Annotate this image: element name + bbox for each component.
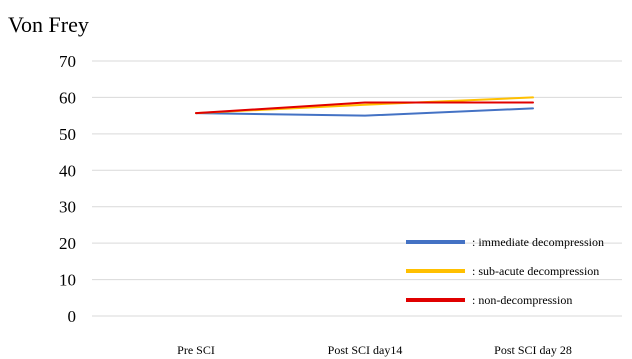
legend: : immediate decompression : sub-acute dec… [406,235,604,307]
y-tick-label: 0 [68,307,77,326]
y-tick-label: 10 [59,271,76,290]
gridlines [92,60,622,317]
x-tick-label: Post SCI day 28 [494,343,572,357]
legend-label: : immediate decompression [472,235,604,249]
series-lines [195,96,534,117]
x-tick-label: Pre SCI [177,343,215,357]
legend-label: : non-decompression [472,293,572,307]
y-axis-tick-labels: 0 10 20 30 40 50 60 70 [59,52,76,326]
y-tick-label: 40 [59,161,76,180]
y-tick-label: 50 [59,125,76,144]
y-tick-label: 60 [59,88,76,107]
x-axis-tick-labels: Pre SCI Post SCI day14 Post SCI day 28 [177,343,572,357]
x-tick-label: Post SCI day14 [328,343,403,357]
y-tick-label: 20 [59,234,76,253]
legend-label: : sub-acute decompression [472,264,599,278]
chart-title: Von Frey [8,12,89,37]
y-tick-label: 30 [59,198,76,217]
y-tick-label: 70 [59,52,76,71]
